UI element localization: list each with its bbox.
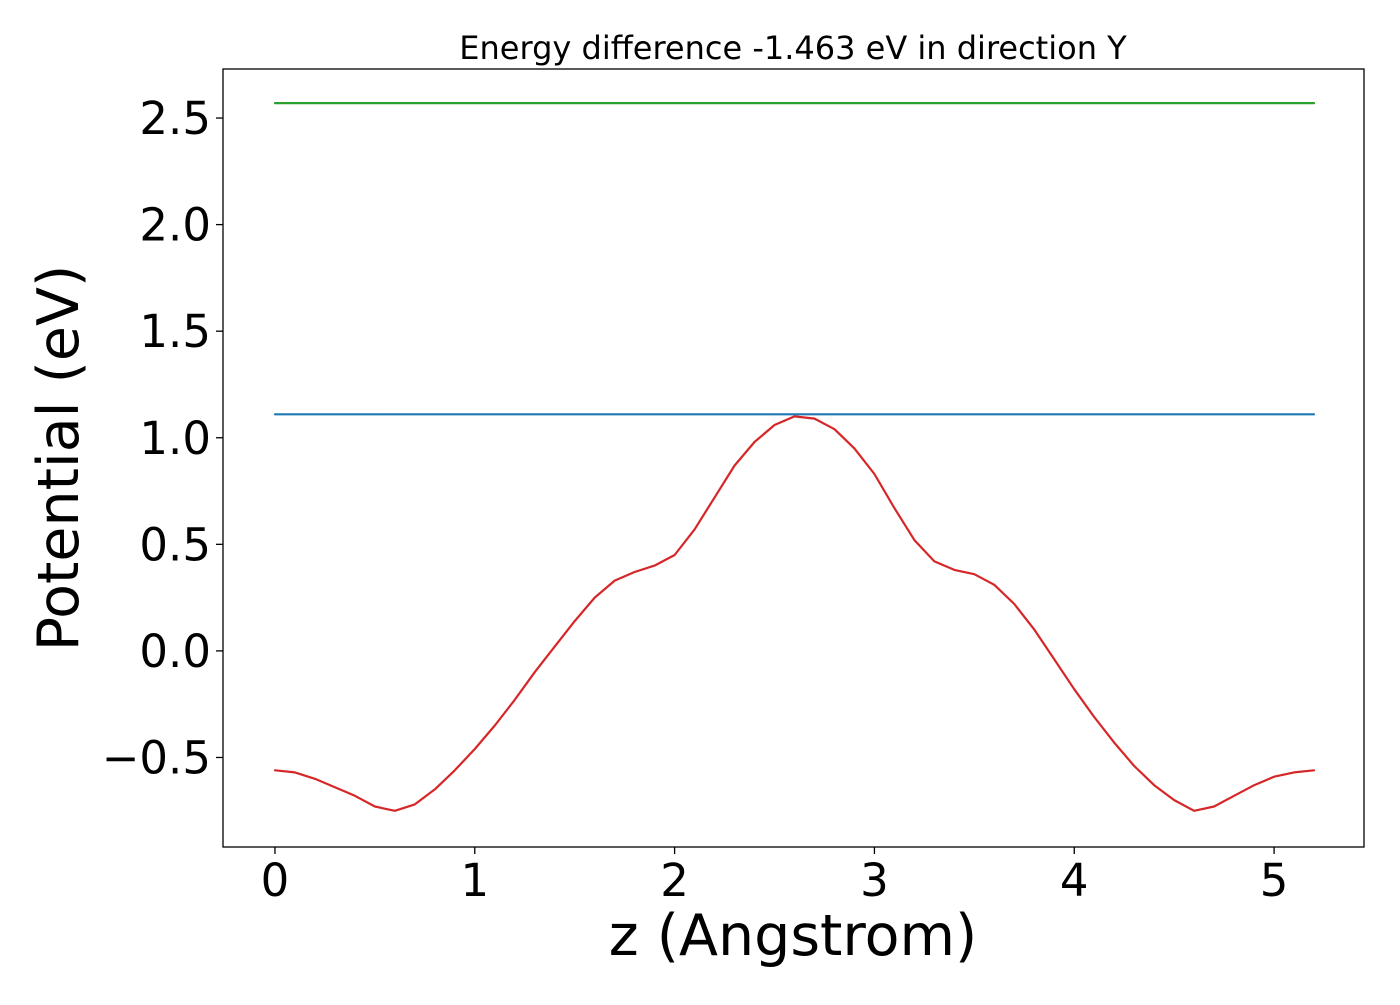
y-tick-label: 0.5 xyxy=(139,518,211,571)
x-tick-label: 1 xyxy=(460,854,489,907)
x-tick-label: 3 xyxy=(860,854,889,907)
axes-frame xyxy=(222,68,1365,848)
axis-ticks: 0 1 2 3 4 5 −0.5 0.0 0.5 1.0 1.5 2.0 2.5 xyxy=(102,92,1289,907)
x-axis-label: z (Angstrom) xyxy=(609,903,977,969)
x-tick-label: 0 xyxy=(261,854,290,907)
y-tick-label: 1.0 xyxy=(139,412,211,465)
y-tick-label: 0.0 xyxy=(139,625,211,678)
x-tick-label: 4 xyxy=(1060,854,1089,907)
x-tick-label: 5 xyxy=(1260,854,1289,907)
plot-area xyxy=(273,101,1316,812)
y-tick-label: −0.5 xyxy=(102,731,211,784)
series-line-1 xyxy=(273,415,1316,812)
y-axis-label: Potential (eV) xyxy=(26,265,92,651)
y-tick-label: 1.5 xyxy=(139,305,211,358)
x-tick-label: 2 xyxy=(660,854,689,907)
y-tick-label: 2.0 xyxy=(139,199,211,252)
y-tick-label: 2.5 xyxy=(139,92,211,145)
chart-title: Energy difference -1.463 eV in direction… xyxy=(459,29,1127,67)
